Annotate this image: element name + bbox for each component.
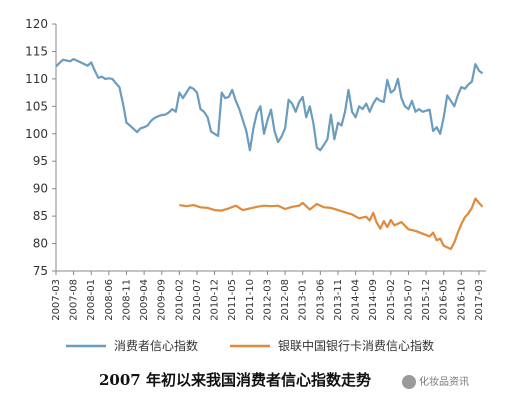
x-tick-label: 2012-08: [280, 279, 291, 321]
series-line-2: [179, 197, 484, 251]
x-tick-label: 2007-03: [51, 279, 62, 321]
x-tick-label: 2011-05: [227, 279, 238, 321]
y-tick-label: 115: [25, 44, 48, 58]
y-tick-label: 105: [25, 99, 48, 113]
y-tick-label: 100: [25, 127, 48, 141]
x-tick-label: 2013-06: [315, 279, 326, 321]
legend-label-2: 银联中国银行卡消费信心指数: [278, 338, 434, 353]
x-tick-label: 2016-10: [456, 279, 467, 321]
x-tick-label: 2015-12: [421, 279, 432, 321]
x-tick-label: 2008-06: [104, 279, 115, 321]
x-tick-label: 2007-08: [69, 279, 80, 321]
x-tick-label: 2013-01: [298, 279, 309, 321]
x-tick-label: 2015-07: [403, 279, 414, 321]
watermark: 化妆品资讯: [402, 373, 469, 389]
series-layer: [55, 58, 484, 251]
wechat-icon: [402, 375, 416, 389]
x-tick-label: 2010-07: [192, 279, 203, 321]
y-tick-label: 80: [33, 237, 48, 251]
legend: 消费者信心指数 银联中国银行卡消费信心指数: [66, 338, 434, 353]
y-tick-label: 95: [33, 154, 48, 168]
y-tick-label: 85: [33, 209, 48, 223]
y-tick-label: 110: [25, 72, 48, 86]
x-tick-label: 2011-10: [245, 279, 256, 321]
x-tick-label: 2008-01: [86, 279, 97, 321]
x-tick-label: 2016-05: [439, 279, 450, 321]
x-tick-label: 2009-04: [139, 279, 150, 321]
y-tick-label: 120: [25, 17, 48, 31]
x-tick-label: 2017-03: [474, 279, 485, 321]
x-tick-label: 2014-04: [351, 279, 362, 321]
x-tick-label: 2015-02: [386, 279, 397, 321]
chart-caption: 2007 年初以来我国消费者信心指数走势: [99, 371, 371, 389]
watermark-text: 化妆品资讯: [419, 377, 469, 388]
y-tick-label: 75: [33, 264, 48, 278]
x-tick-label: 2014-09: [368, 279, 379, 321]
x-axis: 2007-03 2007-08 2008-01 2008-06 2008-11 2009-…: [51, 270, 486, 321]
x-tick-label: 2012-03: [262, 279, 273, 321]
x-tick-label: 2008-11: [121, 279, 132, 321]
series-line-1: [55, 58, 484, 152]
legend-label-1: 消费者信心指数: [114, 338, 198, 353]
x-tick-label: 2013-11: [333, 279, 344, 321]
y-axis: 75 80 85 90 95 100 105 110 115 120: [25, 17, 57, 278]
x-tick-label: 2010-02: [174, 279, 185, 321]
x-tick-label: 2010-12: [210, 279, 221, 321]
x-tick-label: 2009-09: [157, 279, 168, 321]
y-tick-label: 90: [33, 182, 48, 196]
